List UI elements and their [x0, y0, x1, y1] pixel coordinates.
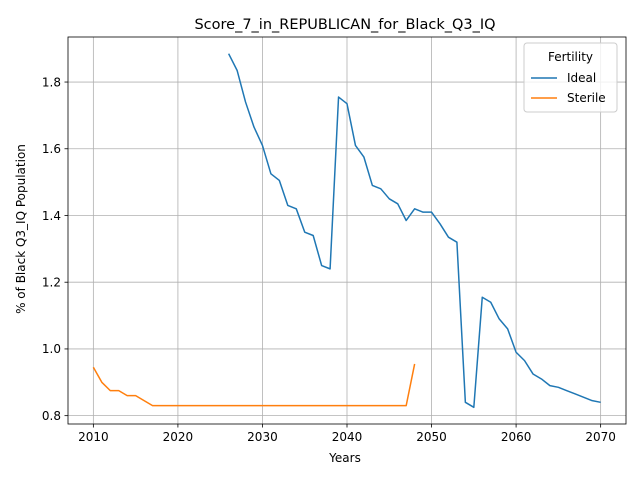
y-tick-label: 1.2: [42, 276, 61, 290]
legend: Fertility Ideal Sterile: [523, 42, 618, 113]
y-axis-ticks: 0.8 1.0 1.2 1.4 1.6 1.8: [42, 75, 68, 423]
chart-title: Score_7_in_REPUBLICAN_for_Black_Q3_IQ: [194, 17, 495, 33]
x-tick-label: 2010: [78, 430, 109, 444]
series-line-ideal: [227, 53, 601, 409]
y-tick-label: 1.4: [42, 209, 61, 223]
y-axis-label: % of Black Q3_IQ Population: [14, 144, 28, 314]
y-tick-label: 0.8: [42, 409, 61, 423]
legend-label-sterile: Sterile: [567, 91, 606, 105]
legend-label-ideal: Ideal: [567, 71, 596, 85]
x-tick-label: 2050: [416, 430, 447, 444]
x-tick-label: 2060: [501, 430, 532, 444]
x-tick-label: 2030: [247, 430, 278, 444]
x-tick-label: 2040: [332, 430, 363, 444]
y-tick-label: 1.0: [42, 342, 61, 356]
y-tick-label: 1.6: [42, 142, 61, 156]
legend-box: [523, 42, 618, 113]
x-tick-label: 2070: [585, 430, 616, 444]
x-axis-ticks: 2010 2020 2030 2040 2050 2060 2070: [78, 424, 616, 444]
x-tick-label: 2020: [163, 430, 194, 444]
y-tick-label: 1.8: [42, 75, 61, 89]
series-lines: [92, 53, 601, 409]
grid-lines: [68, 37, 626, 424]
x-axis-label: Years: [328, 451, 361, 465]
series-line-sterile: [92, 363, 416, 407]
legend-title: Fertility: [548, 50, 593, 64]
